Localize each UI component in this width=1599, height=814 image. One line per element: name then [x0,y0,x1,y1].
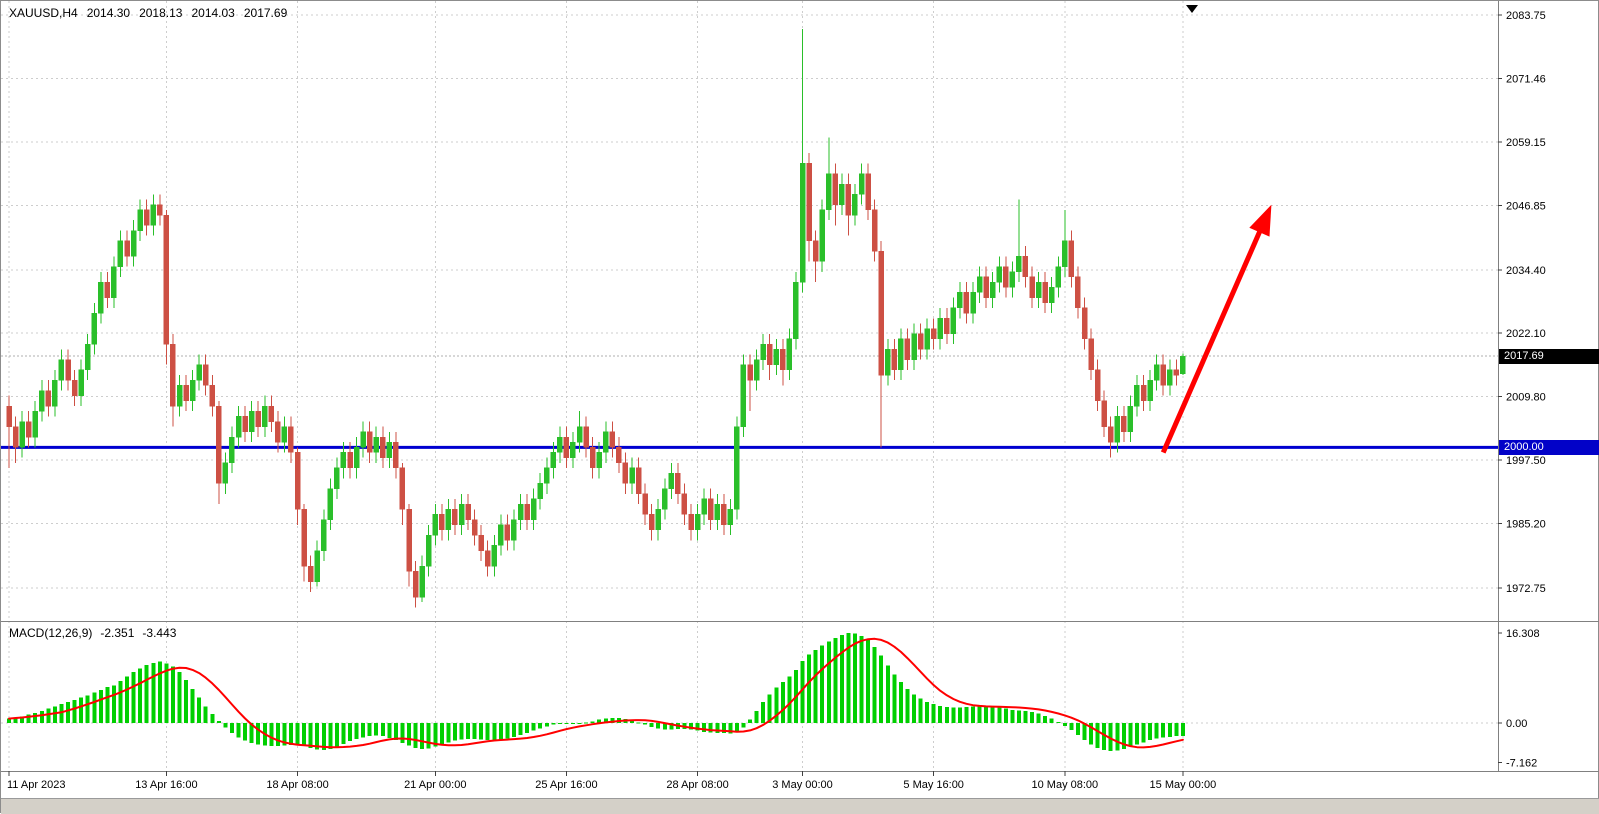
macd-signal-line [8,637,1184,749]
macd-axis-label: 16.308 [1506,628,1540,640]
time-axis-label: 25 Apr 16:00 [535,779,597,791]
chart-shift-marker-icon[interactable] [1186,5,1198,13]
price-axis-label: 1985.20 [1506,519,1546,531]
price-axis-label: 2022.10 [1506,328,1546,340]
symbol-period-label: XAUUSD,H4 [9,6,78,20]
macd-indicator-readout: MACD(12,26,9) -2.351 -3.443 [9,626,184,640]
time-axis-label: 10 May 08:00 [1032,779,1099,791]
macd-main-value: -2.351 [100,626,135,640]
macd-axis-label: 0.00 [1506,718,1527,730]
support-line-price-badge: 2000.00 [1499,440,1599,455]
high-value: 2018.13 [139,6,183,20]
time-axis-label: 28 Apr 08:00 [666,779,728,791]
time-axis-label: 3 May 00:00 [772,779,833,791]
price-axis-label: 2046.85 [1506,200,1546,212]
price-axis-label: 2083.75 [1506,10,1546,22]
price-axis[interactable]: 2083.75 2071.46 2059.15 2046.85 2034.40 2022.… [1498,10,1546,595]
price-axis-label: 2009.80 [1506,392,1546,404]
macd-name-label: MACD(12,26,9) [9,626,93,640]
grid-lines [1,1,1498,771]
trend-arrow-drawing[interactable] [1160,204,1272,454]
time-axis[interactable]: 11 Apr 2023 13 Apr 16:00 18 Apr 08:00 21 Ap… [7,771,1216,791]
time-axis-label: 5 May 16:00 [903,779,964,791]
macd-histogram-series [7,633,1185,752]
price-axis-label: 1997.50 [1506,455,1546,467]
time-axis-label: 15 May 00:00 [1150,779,1217,791]
time-axis-label: 21 Apr 00:00 [404,779,466,791]
time-axis-label: 13 Apr 16:00 [135,779,197,791]
price-axis-label: 2059.15 [1506,137,1546,149]
close-value: 2017.69 [243,6,288,20]
price-axis-label: 2071.46 [1506,73,1546,85]
panel-separator[interactable] [1,1,1599,772]
macd-axis[interactable]: 16.308 0.00 -7.162 [1498,628,1540,770]
low-value: 2014.03 [191,6,235,20]
macd-signal-value: -3.443 [142,626,177,640]
window-bottom-strip [1,798,1599,814]
macd-axis-label: -7.162 [1506,758,1537,770]
price-axis-label: 1972.75 [1506,583,1546,595]
time-axis-label: 11 Apr 2023 [7,779,66,791]
candlestick-series [6,29,1186,608]
current-price-badge: 2017.69 [1499,349,1599,364]
ohlc-readout: XAUUSD,H4 2014.30 2018.13 2014.03 2017.69 [9,6,296,20]
open-value: 2014.30 [86,6,131,20]
price-axis-label: 2034.40 [1506,265,1546,277]
time-axis-label: 18 Apr 08:00 [266,779,328,791]
